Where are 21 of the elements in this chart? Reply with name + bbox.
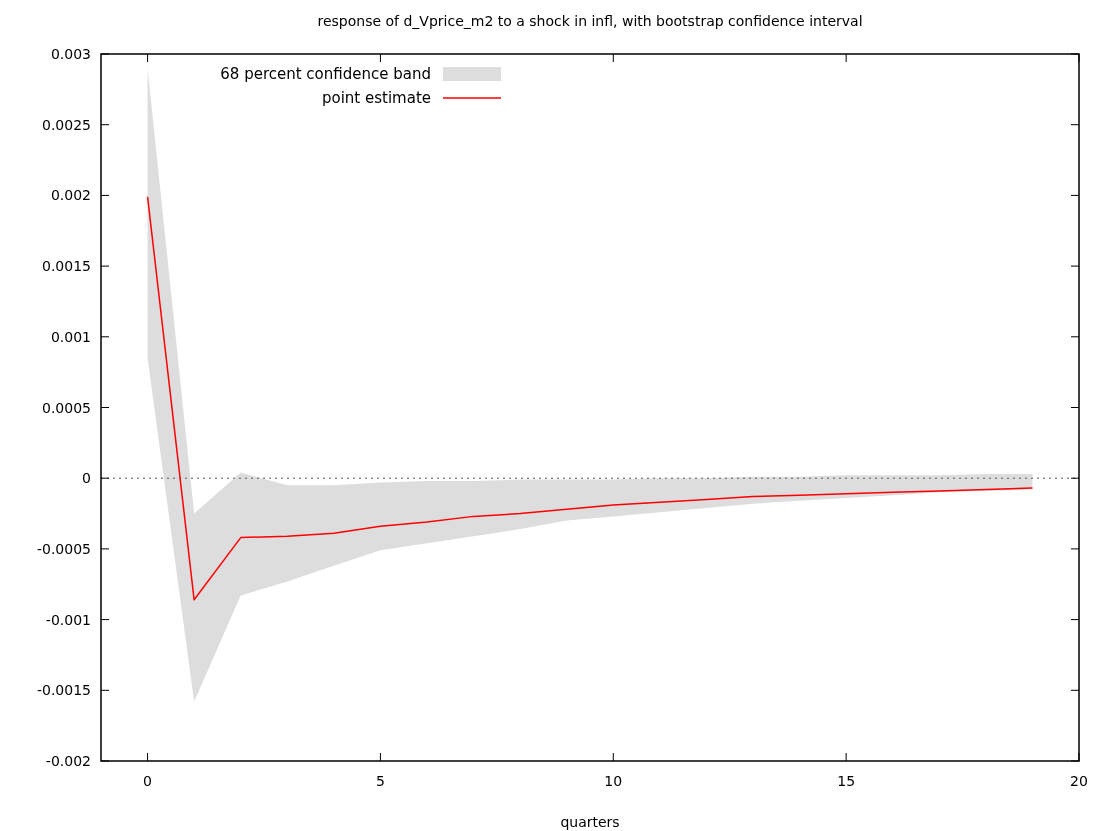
y-tick-label: -0.0015 (36, 682, 91, 699)
x-tick-label: 10 (604, 773, 623, 789)
y-tick-label: 0.003 (50, 46, 91, 62)
line-series (146, 196, 1034, 601)
x-tick-label: 15 (837, 773, 856, 789)
annotation: 68 percent confidence band (220, 65, 431, 83)
x-axis-title: quarters (560, 814, 620, 830)
y-tick-label: 0.0015 (42, 258, 91, 275)
y-tick-label: 0.001 (50, 328, 91, 345)
y-tick-label: 0.002 (50, 187, 91, 204)
y-tick-label: -0.002 (45, 753, 91, 769)
y-tick-label: -0.001 (45, 611, 91, 628)
y-tick-label: 0.0025 (42, 116, 91, 133)
y-tick-label: 0.0005 (42, 399, 91, 416)
x-tick-label: 0 (143, 773, 153, 789)
x-tick-label: 20 (1070, 773, 1088, 789)
chart-title: response of d_Vprice_m2 to a shock in infl, with bootstrap confidence interval (317, 13, 863, 29)
x-tick-label: 5 (375, 773, 385, 789)
legend-label: point estimate (321, 89, 431, 107)
y-tick-label: 0 (82, 470, 91, 487)
y-tick-label: -0.0005 (36, 540, 91, 557)
